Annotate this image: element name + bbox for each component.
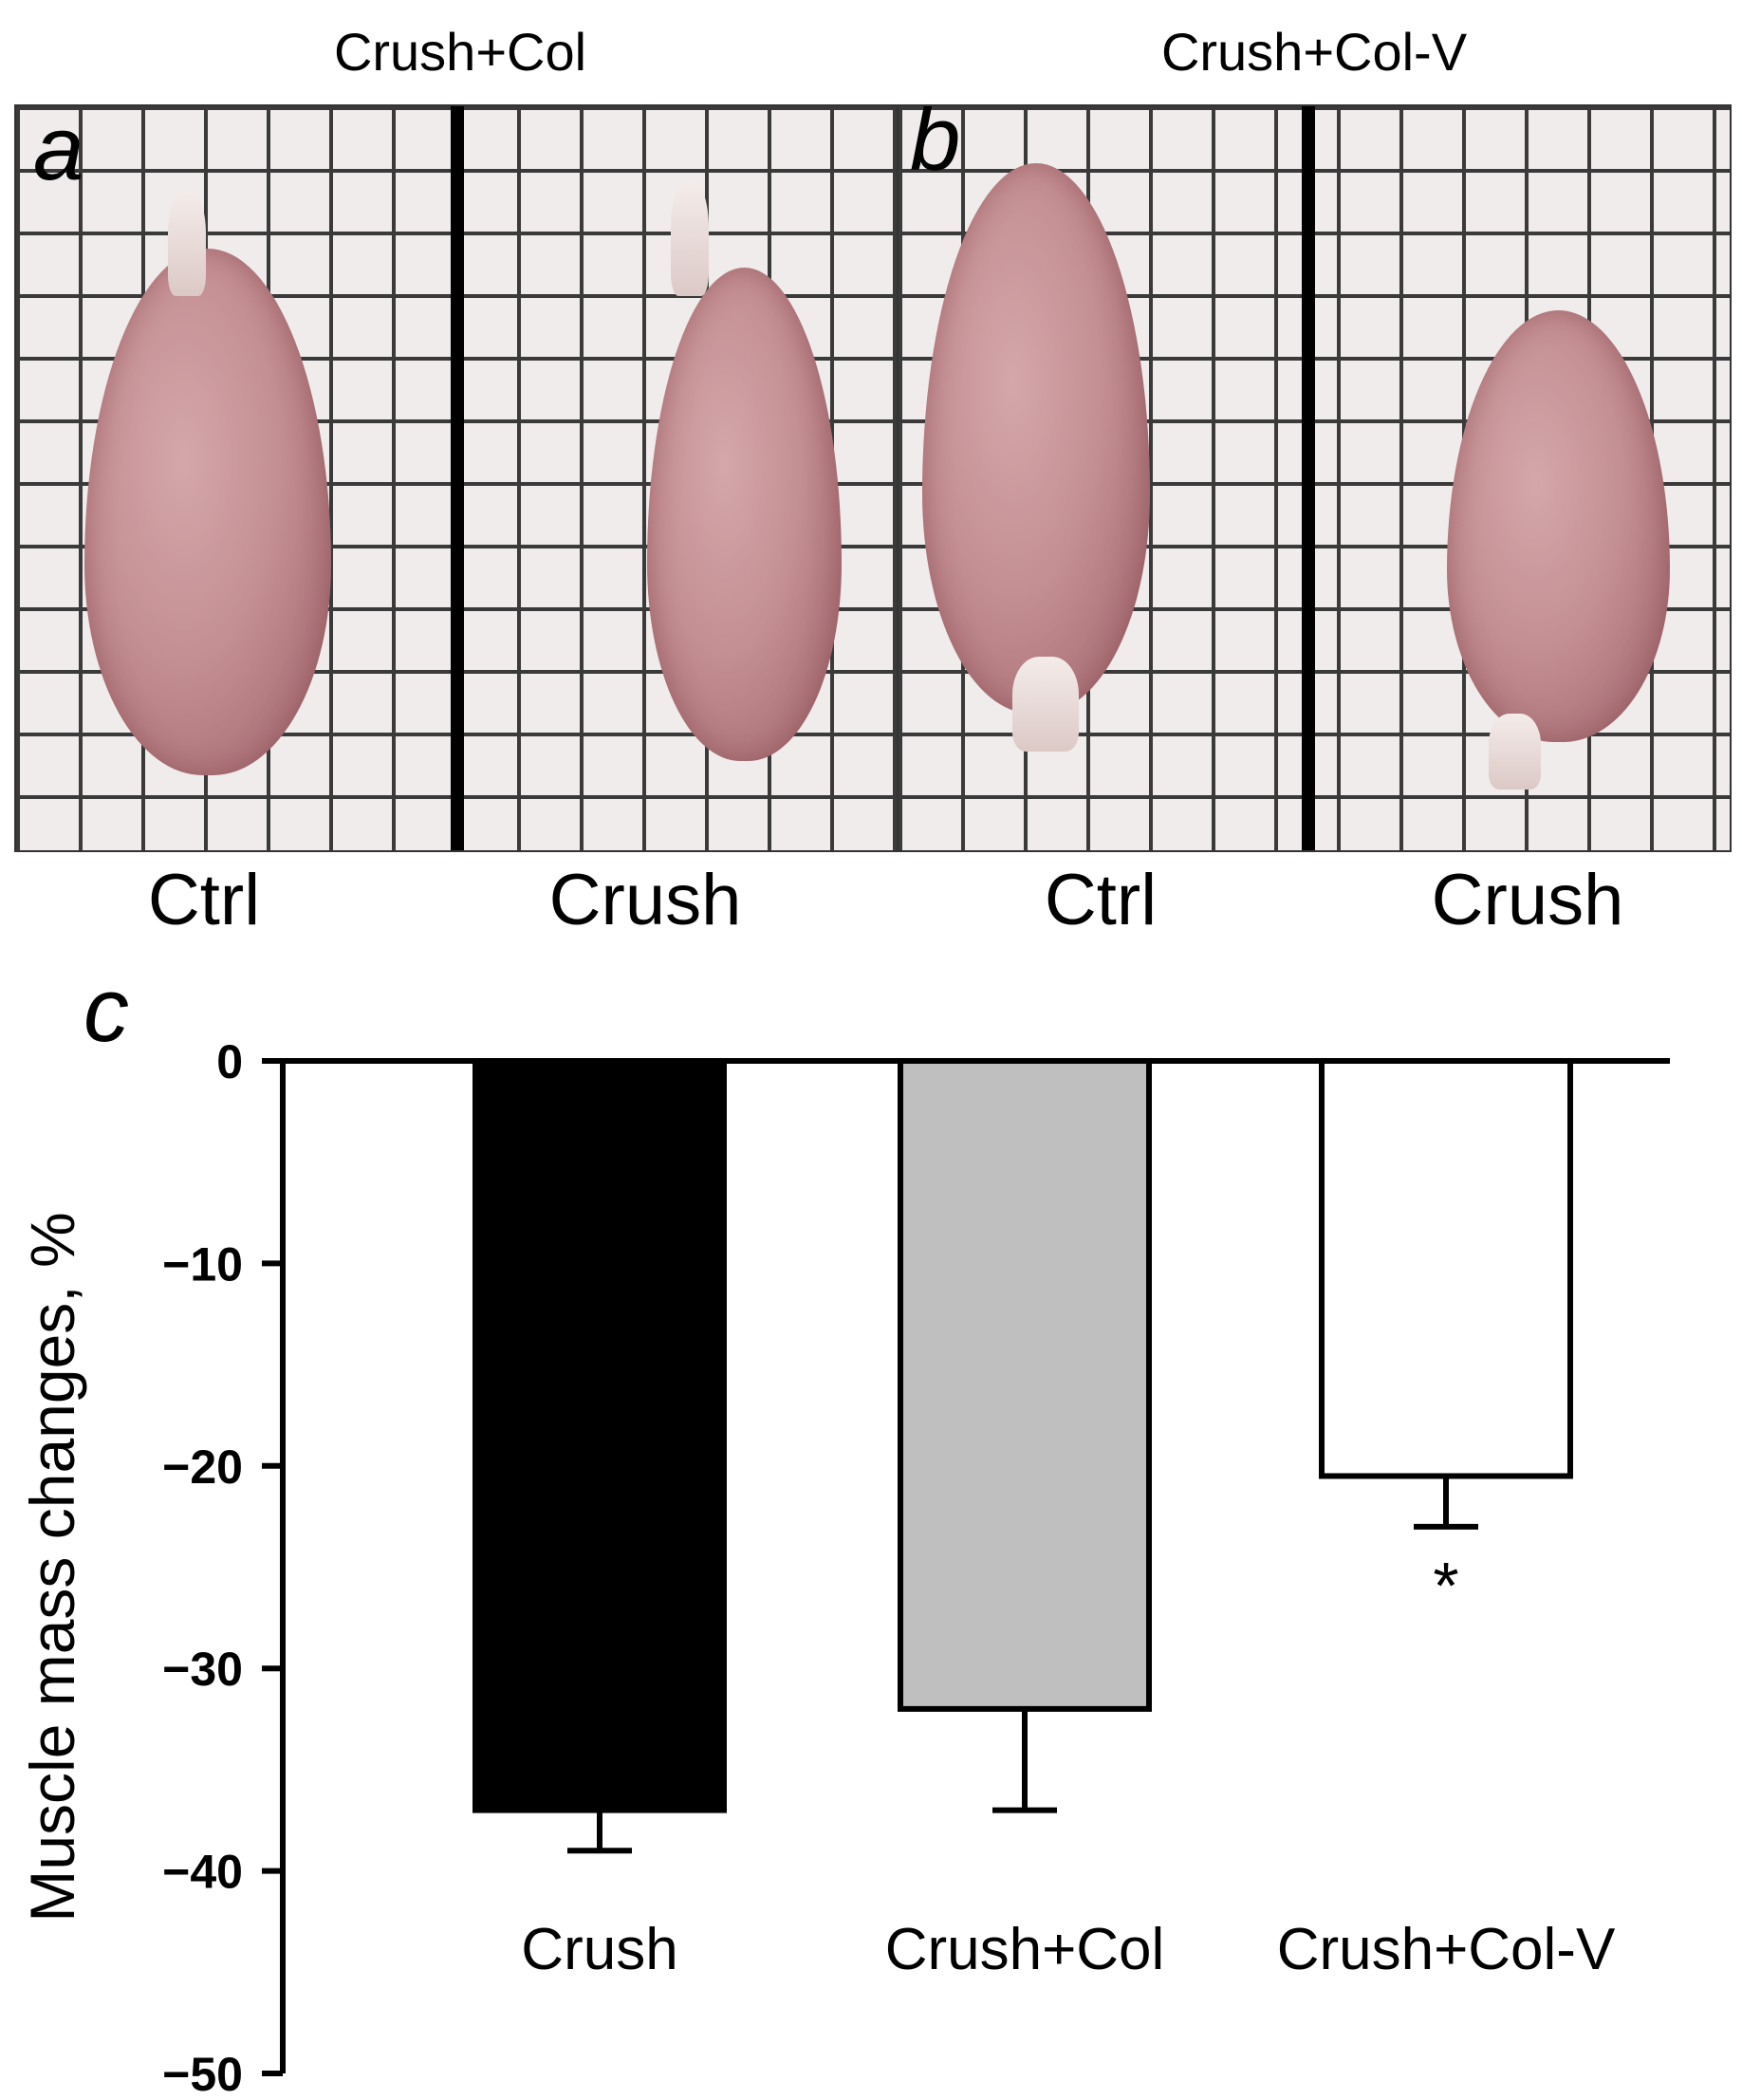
panel-a-photo: a [14, 104, 906, 852]
panel-a-letter: a [33, 104, 84, 199]
panel-b-crush-muscle [1447, 310, 1670, 742]
panel-c-letter: c [83, 959, 129, 1061]
panel-b-photo: b [897, 104, 1732, 852]
panel-a-label-crush: Crush [548, 860, 742, 940]
panel-b-label-ctrl: Ctrl [1044, 860, 1158, 940]
x-category-label: Crush [521, 1917, 677, 1982]
panel-a-divider [451, 106, 464, 850]
panel-b-title: Crush+Col-V [1160, 22, 1468, 82]
panel-b-divider [1302, 106, 1315, 850]
panel-b-ctrl-tendon [1012, 657, 1079, 752]
significance-asterisk: * [1433, 1549, 1458, 1623]
bar [473, 1058, 727, 1813]
bar [898, 1058, 1152, 1712]
bar-chart: 0 −10 −20 −30 −40 −50 Muscle mass changes, % Cr… [17, 1035, 1670, 2100]
panel-b-label-crush: Crush [1431, 860, 1624, 940]
panel-a-ctrl-muscle [84, 249, 331, 775]
y-tick-label: −30 [162, 1643, 243, 1696]
y-tick-label: −40 [162, 1846, 243, 1899]
panel-a-label-ctrl: Ctrl [147, 860, 261, 940]
panel-a-crush-tendon [671, 182, 709, 296]
x-category-label: Crush+Col [885, 1917, 1165, 1982]
panel-b-letter: b [910, 104, 961, 190]
panel-a-crush-muscle [647, 268, 842, 761]
y-axis-label: Muscle mass changes, % [17, 1212, 87, 1922]
y-tick-label: −50 [162, 2048, 243, 2100]
x-category-label: Crush+Col-V [1277, 1917, 1616, 1982]
panel-a-title: Crush+Col [333, 22, 587, 82]
y-tick-label: −10 [162, 1237, 243, 1291]
y-tick-label: 0 [216, 1035, 243, 1088]
panel-b-crush-tendon [1489, 714, 1541, 790]
y-tick-label: −20 [162, 1440, 243, 1494]
bar [1319, 1058, 1573, 1479]
panel-a-ctrl-tendon [168, 192, 206, 296]
panel-b-ctrl-muscle [922, 163, 1150, 714]
